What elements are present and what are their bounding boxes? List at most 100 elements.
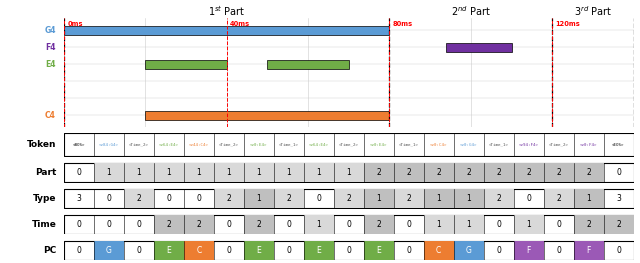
Text: 2$^{nd}$ Part: 2$^{nd}$ Part [451,4,491,18]
Bar [244,189,274,208]
Bar [484,163,514,182]
Text: 2: 2 [196,220,202,229]
Text: 0: 0 [346,246,351,255]
Text: 0: 0 [406,220,411,229]
Text: 1$^{st}$ Part: 1$^{st}$ Part [208,4,246,18]
Text: 2: 2 [136,194,141,203]
Bar [154,215,184,234]
Text: <Time_2>: <Time_2> [129,143,149,146]
Text: <v0:G4>: <v0:G4> [460,143,477,146]
Bar [454,163,484,182]
Text: 1: 1 [467,220,471,229]
Text: 1: 1 [136,168,141,177]
Bar [364,189,394,208]
Text: 2: 2 [436,168,441,177]
Bar [304,215,334,234]
Text: 0: 0 [227,246,231,255]
Text: 1: 1 [287,168,291,177]
Text: <v94:F4>: <v94:F4> [518,143,539,146]
Bar [334,189,364,208]
Text: 0: 0 [616,246,621,255]
Text: 1: 1 [376,194,381,203]
Bar [184,215,214,234]
Text: G4: G4 [44,26,56,35]
Text: Type: Type [33,194,56,203]
Bar [304,163,334,182]
Bar [514,215,543,234]
Text: 1: 1 [436,220,441,229]
Text: 0: 0 [196,194,202,203]
Text: F: F [527,246,531,255]
Bar [94,241,124,260]
Bar [364,163,394,182]
Text: 0: 0 [496,220,501,229]
Bar [573,189,604,208]
Bar [145,60,227,69]
Text: 0ms: 0ms [67,21,83,27]
Text: 2: 2 [467,168,471,177]
Text: 80ms: 80ms [393,21,413,27]
Bar [447,43,511,52]
Bar [184,241,214,260]
Text: 0: 0 [496,246,501,255]
Text: <v0:F4>: <v0:F4> [580,143,597,146]
Text: <v0:E4>: <v0:E4> [250,143,268,146]
Text: 2: 2 [556,168,561,177]
Text: <v44:C4>: <v44:C4> [189,143,209,146]
Text: <Time_2>: <Time_2> [219,143,239,146]
Text: 40ms: 40ms [230,21,250,27]
Bar [214,163,244,182]
Bar [573,241,604,260]
Text: 0: 0 [316,194,321,203]
Bar [424,241,454,260]
Text: C4: C4 [45,111,56,120]
Bar [364,215,394,234]
Bar [64,26,390,35]
Bar [424,189,454,208]
Text: 1: 1 [107,168,111,177]
Text: 0: 0 [616,168,621,177]
Text: 0: 0 [106,220,111,229]
Text: <Time_1>: <Time_1> [279,143,299,146]
Text: 0: 0 [77,168,81,177]
Text: 120ms: 120ms [556,21,580,27]
Text: 1: 1 [196,168,202,177]
Text: 1: 1 [467,194,471,203]
Text: 0: 0 [106,194,111,203]
Text: 1: 1 [586,194,591,203]
Text: 1: 1 [316,168,321,177]
Text: Token: Token [27,140,56,149]
Text: 1: 1 [257,168,261,177]
Text: 0: 0 [136,246,141,255]
Text: E: E [257,246,261,255]
Bar [304,241,334,260]
Text: 3$^{rd}$ Part: 3$^{rd}$ Part [573,4,612,18]
Text: 2: 2 [227,194,231,203]
Bar [454,215,484,234]
Text: 0: 0 [526,194,531,203]
Text: 2: 2 [586,220,591,229]
Text: PC: PC [44,246,56,255]
Text: 0: 0 [227,220,231,229]
Text: F4: F4 [45,43,56,52]
Bar [364,241,394,260]
Text: <v84:G4>: <v84:G4> [99,143,119,146]
Bar [268,60,349,69]
Text: <Time_1>: <Time_1> [489,143,509,146]
Text: 2: 2 [376,168,381,177]
Text: E: E [376,246,381,255]
Text: C: C [436,246,442,255]
Text: 3: 3 [77,194,81,203]
Text: 1: 1 [166,168,172,177]
Text: 2: 2 [496,168,501,177]
Text: <Time_2>: <Time_2> [548,143,569,146]
Text: 2: 2 [406,168,411,177]
Text: 2: 2 [376,220,381,229]
Text: 2: 2 [616,220,621,229]
Text: G: G [106,246,112,255]
Text: Part: Part [35,168,56,177]
Bar [244,241,274,260]
Text: 3: 3 [616,194,621,203]
Bar [124,189,154,208]
Text: 0: 0 [556,246,561,255]
